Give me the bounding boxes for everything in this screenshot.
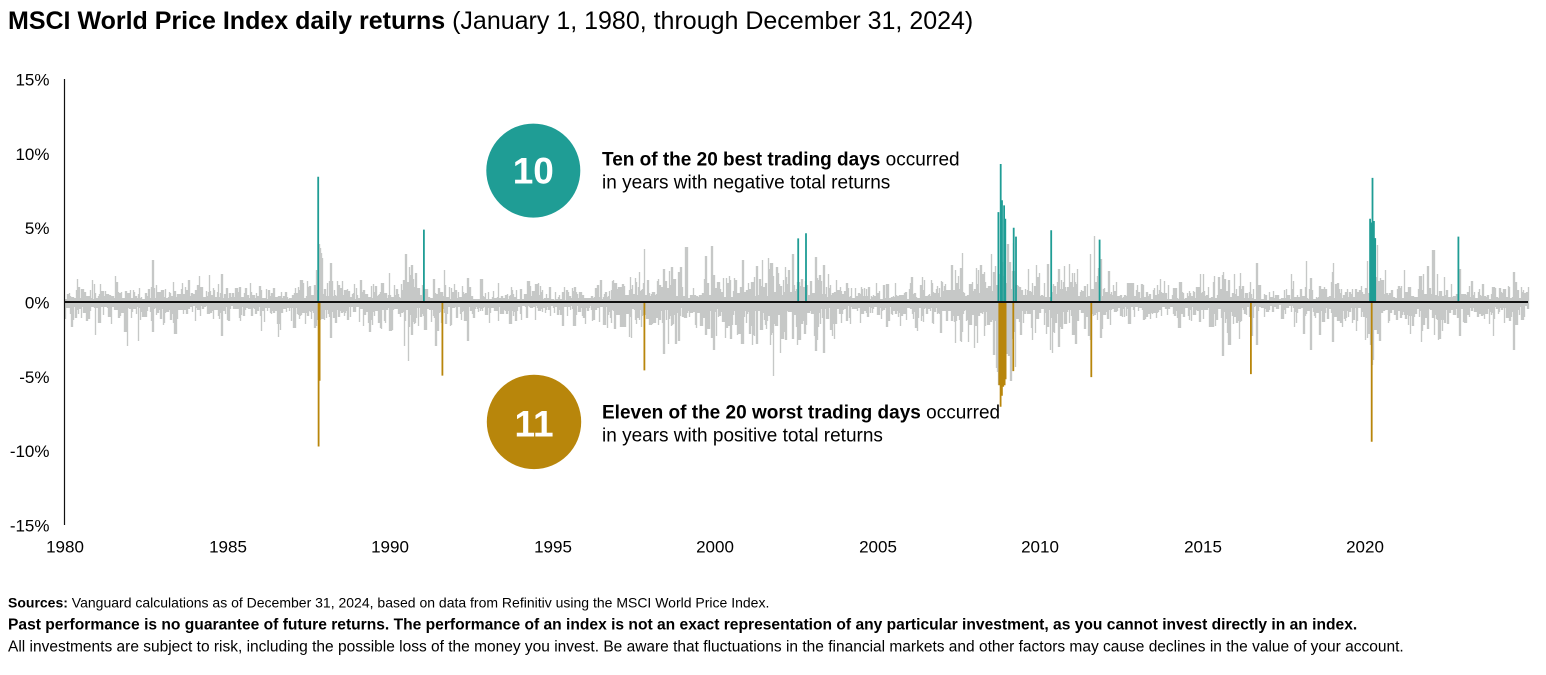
- svg-text:in years with negative total r: in years with negative total returns: [602, 173, 890, 194]
- svg-text:10: 10: [513, 150, 554, 191]
- svg-text:Eleven of the 20 worst trading: Eleven of the 20 worst trading days occu…: [602, 403, 1000, 424]
- svg-text:-10%: -10%: [10, 442, 50, 461]
- svg-text:2015: 2015: [1184, 538, 1222, 557]
- svg-text:0%: 0%: [25, 294, 50, 313]
- svg-text:in years with positive total r: in years with positive total returns: [602, 426, 883, 447]
- svg-text:MSCI World Price Index daily r: MSCI World Price Index daily returns (Ja…: [8, 7, 973, 35]
- svg-text:2020: 2020: [1346, 538, 1384, 557]
- svg-text:-15%: -15%: [10, 517, 50, 536]
- svg-text:Past performance is no guarant: Past performance is no guarantee of futu…: [8, 617, 1357, 634]
- svg-text:11: 11: [514, 403, 553, 444]
- svg-text:1985: 1985: [209, 538, 247, 557]
- svg-text:5%: 5%: [25, 219, 50, 238]
- svg-text:1995: 1995: [534, 538, 572, 557]
- svg-text:Sources: Vanguard calculations: Sources: Vanguard calculations as of Dec…: [8, 595, 769, 611]
- svg-text:2000: 2000: [696, 538, 734, 557]
- svg-text:2010: 2010: [1021, 538, 1059, 557]
- svg-text:Ten of the 20 best trading day: Ten of the 20 best trading days occurred: [602, 150, 960, 171]
- svg-text:10%: 10%: [15, 145, 49, 164]
- svg-text:1980: 1980: [46, 538, 84, 557]
- svg-text:2005: 2005: [859, 538, 897, 557]
- svg-text:1990: 1990: [371, 538, 409, 557]
- svg-text:All investments are subject to: All investments are subject to risk, inc…: [8, 639, 1404, 656]
- svg-text:15%: 15%: [15, 71, 49, 90]
- svg-text:-5%: -5%: [19, 368, 49, 387]
